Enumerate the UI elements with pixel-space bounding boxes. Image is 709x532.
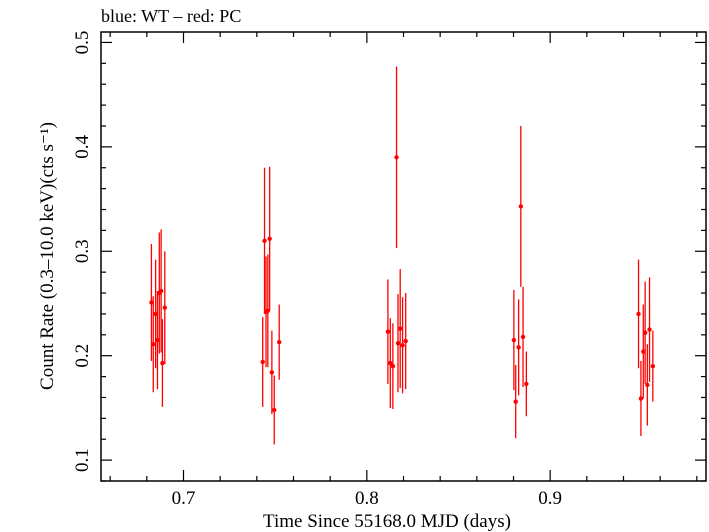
data-point [390,363,396,369]
y-tick-label: 0.5 [72,31,93,55]
data-point [403,338,408,344]
y-tick-label: 0.3 [72,239,93,263]
data-point [272,407,277,413]
x-tick-label: 0.7 [172,488,196,509]
data-point [638,396,644,401]
y-axis-title: Count Rate (0.3–10.0 keV)(cts s⁻¹) [37,122,58,390]
data-point [642,330,648,335]
data-point [400,343,405,348]
axis-tick-labels: 0.7 0.8 0.9 0.1 0.2 0.3 0.4 0.5 [72,31,562,509]
data-point [645,382,650,388]
data-point [650,363,656,369]
data-point [524,381,529,387]
data-point [394,155,399,160]
y-tick-label: 0.2 [72,344,93,368]
x-tick-label: 0.9 [538,488,562,509]
x-tick-label: 0.8 [355,488,379,509]
data-point [267,236,272,241]
data-points [149,66,656,445]
data-point [518,204,524,209]
data-point [158,288,164,294]
data-point [265,308,271,313]
data-point [162,305,167,310]
data-point [385,329,391,334]
plot-frame [100,31,707,482]
data-point [388,360,393,366]
data-point [398,326,403,331]
x-axis-title: Time Since 55168.0 MJD (days) [263,511,511,532]
y-tick-label: 0.1 [72,448,93,472]
data-point [511,337,517,343]
data-point [160,360,165,366]
data-point [647,327,652,332]
data-point [277,339,282,345]
data-point [520,334,526,340]
data-point [151,342,156,347]
data-point [269,370,275,375]
chart-title: blue: WT – red: PC [101,6,241,26]
data-point [153,311,158,317]
data-point [513,399,518,404]
data-point [641,349,646,354]
data-point [260,359,265,365]
data-point [149,300,154,305]
data-point [262,238,267,244]
axis-ticks [101,32,706,482]
data-point [636,311,641,317]
y-tick-label: 0.4 [72,134,93,158]
data-point [395,340,401,346]
data-point [516,345,521,350]
data-point [155,337,160,343]
